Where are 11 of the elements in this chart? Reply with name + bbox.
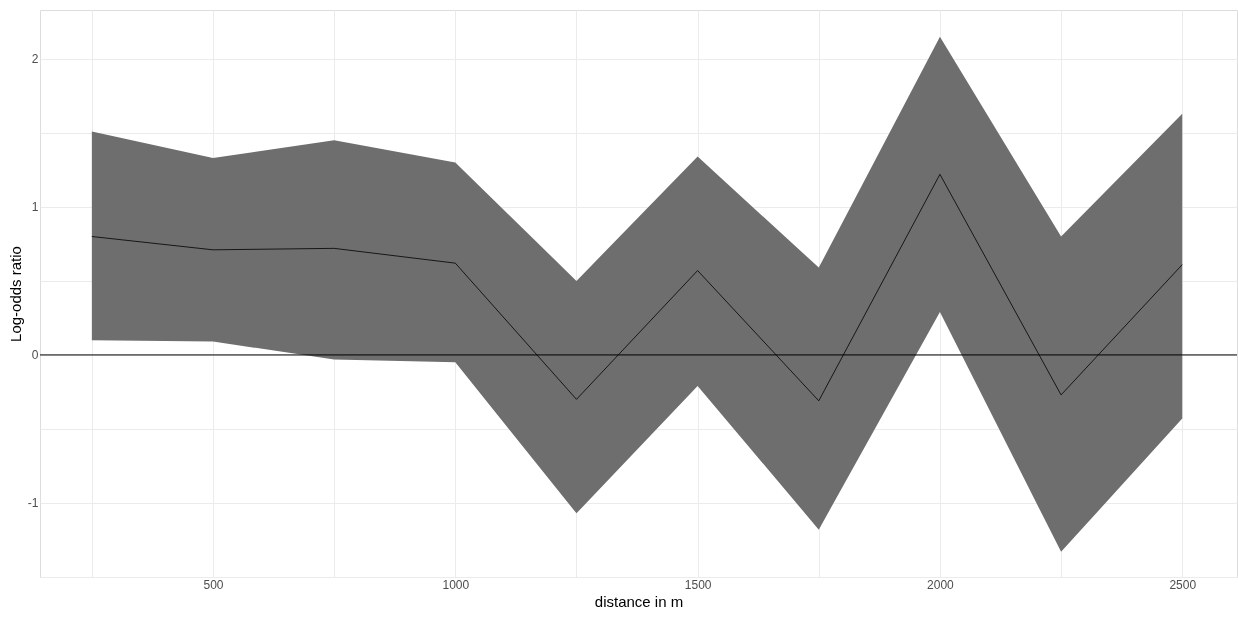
- x-tick-label: 1500: [684, 577, 712, 592]
- y-tick-label: 1: [31, 200, 39, 215]
- y-tick-label: 0: [31, 348, 39, 363]
- y-tick-label: -1: [27, 496, 39, 511]
- x-axis-title: distance in m: [594, 592, 684, 610]
- y-tick-label: 2: [31, 52, 39, 67]
- x-tick-label: 2500: [1169, 577, 1197, 592]
- x-tick-label: 500: [203, 577, 224, 592]
- x-tick-label: 2000: [927, 577, 955, 592]
- y-axis-title: Log-odds ratio: [6, 246, 24, 342]
- x-tick-label: 1000: [442, 577, 470, 592]
